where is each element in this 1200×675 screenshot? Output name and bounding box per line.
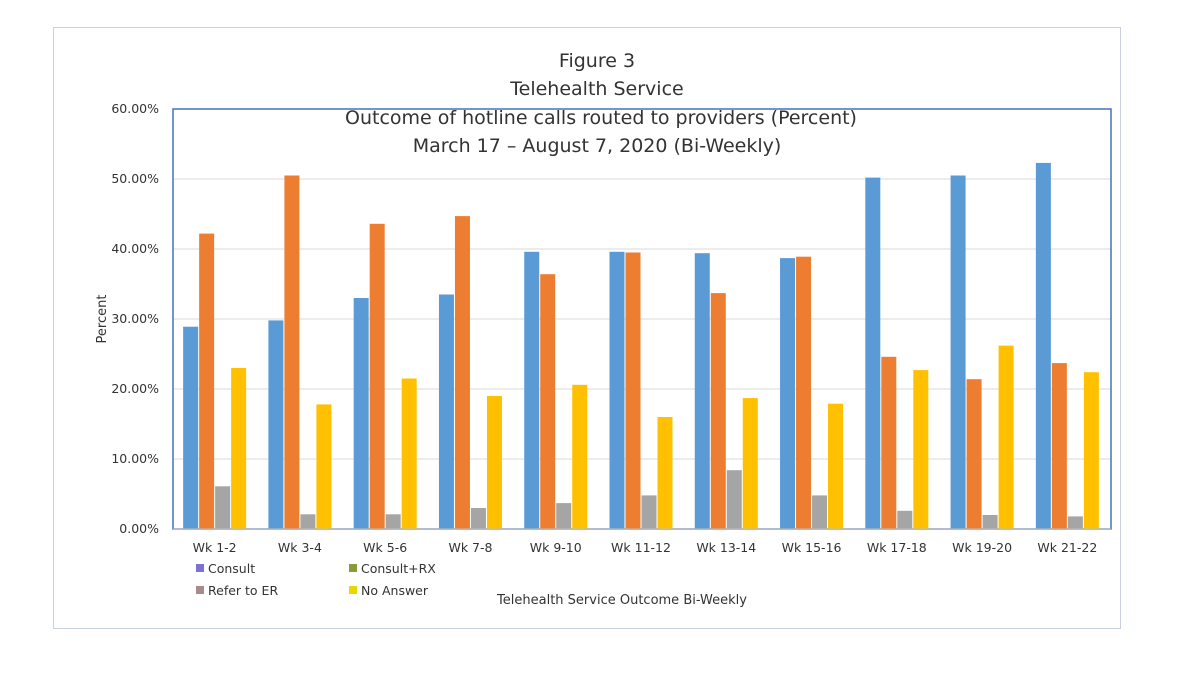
bar-consult-rx (710, 293, 726, 529)
bar-refer-to-er (726, 470, 742, 529)
bar-refer-to-er (897, 510, 913, 529)
legend-swatch (349, 586, 357, 594)
bar-no-answer (572, 384, 588, 529)
bar-consult (438, 294, 454, 529)
bar-no-answer (998, 345, 1014, 529)
bar-refer-to-er (1067, 516, 1083, 529)
y-tick-label: 40.00% (111, 241, 159, 256)
x-tick-label: Wk 5-6 (363, 540, 407, 555)
y-tick-label: 20.00% (111, 381, 159, 396)
bar-no-answer (742, 398, 758, 529)
y-axis-ticks: 0.00% 10.00% 20.00% 30.00% 40.00% 50.00% 60.00… (111, 101, 159, 536)
bar-refer-to-er (641, 495, 657, 529)
x-tick-label: Wk 3-4 (278, 540, 322, 555)
bar-consult (353, 298, 369, 529)
x-tick-label: Wk 1-2 (193, 540, 237, 555)
x-axis-label: Telehealth Service Outcome Bi-Weekly (496, 593, 747, 608)
legend-swatch (349, 564, 357, 572)
bar-no-answer (1083, 372, 1099, 529)
bar-consult-rx (284, 175, 300, 529)
bar-consult (1035, 162, 1051, 529)
bar-refer-to-er (556, 503, 572, 529)
legend-label: Consult+RX (361, 561, 436, 576)
bar-no-answer (231, 368, 247, 529)
y-tick-label: 60.00% (111, 101, 159, 116)
x-tick-label: Wk 13-14 (696, 540, 756, 555)
bars (183, 162, 1099, 530)
legend-label: Refer to ER (208, 583, 278, 598)
legend: Consult Consult+RX Refer to ER No Answer (196, 561, 436, 598)
x-tick-label: Wk 11-12 (611, 540, 671, 555)
bar-consult (865, 177, 881, 529)
y-tick-label: 0.00% (119, 521, 159, 536)
bar-consult (524, 251, 540, 530)
chart-title-line: March 17 – August 7, 2020 (Bi-Weekly) (413, 135, 782, 157)
bar-refer-to-er (812, 495, 828, 529)
bar-consult-rx (966, 379, 982, 529)
chart-title-line: Outcome of hotline calls routed to provi… (345, 107, 857, 129)
chart-title: Figure 3 Telehealth Service Outcome of hot… (345, 50, 857, 157)
bar-consult (183, 326, 199, 529)
bar-consult (694, 253, 710, 529)
bar-consult-rx (540, 274, 556, 529)
legend-swatch (196, 586, 204, 594)
bar-no-answer (486, 396, 502, 529)
y-tick-label: 10.00% (111, 451, 159, 466)
bar-refer-to-er (385, 514, 401, 529)
bar-refer-to-er (300, 514, 316, 529)
legend-swatch (196, 564, 204, 572)
bar-no-answer (316, 404, 332, 529)
bar-no-answer (401, 378, 417, 529)
bar-consult-rx (796, 256, 812, 529)
chart-frame (53, 27, 1121, 629)
x-tick-label: Wk 19-20 (952, 540, 1012, 555)
x-tick-label: Wk 21-22 (1037, 540, 1097, 555)
bar-consult (950, 175, 966, 529)
bar-consult-rx (625, 252, 641, 529)
y-tick-label: 30.00% (111, 311, 159, 326)
bar-consult (268, 320, 284, 529)
bar-consult-rx (1051, 363, 1067, 529)
legend-label: No Answer (361, 583, 429, 598)
bar-refer-to-er (215, 486, 231, 529)
bar-no-answer (828, 403, 844, 529)
bar-consult-rx (881, 356, 897, 529)
x-tick-label: Wk 17-18 (867, 540, 927, 555)
x-axis-ticks: Wk 1-2 Wk 3-4 Wk 5-6 Wk 7-8 Wk 9-10 Wk 11-12 W… (193, 540, 1098, 555)
bar-consult (780, 258, 796, 529)
bar-refer-to-er (982, 515, 998, 529)
legend-label: Consult (208, 561, 255, 576)
y-axis-label: Percent (95, 295, 110, 344)
bar-consult (609, 251, 625, 530)
x-tick-label: Wk 7-8 (448, 540, 492, 555)
bar-refer-to-er (470, 508, 486, 529)
bar-consult-rx (369, 223, 385, 530)
bar-no-answer (657, 417, 673, 529)
x-tick-label: Wk 15-16 (782, 540, 842, 555)
chart-title-line: Figure 3 (559, 50, 635, 72)
bar-no-answer (913, 370, 929, 529)
bar-consult-rx (454, 216, 470, 529)
bar-consult-rx (199, 233, 215, 529)
y-tick-label: 50.00% (111, 171, 159, 186)
chart-title-line: Telehealth Service (509, 78, 683, 100)
x-tick-label: Wk 9-10 (530, 540, 582, 555)
